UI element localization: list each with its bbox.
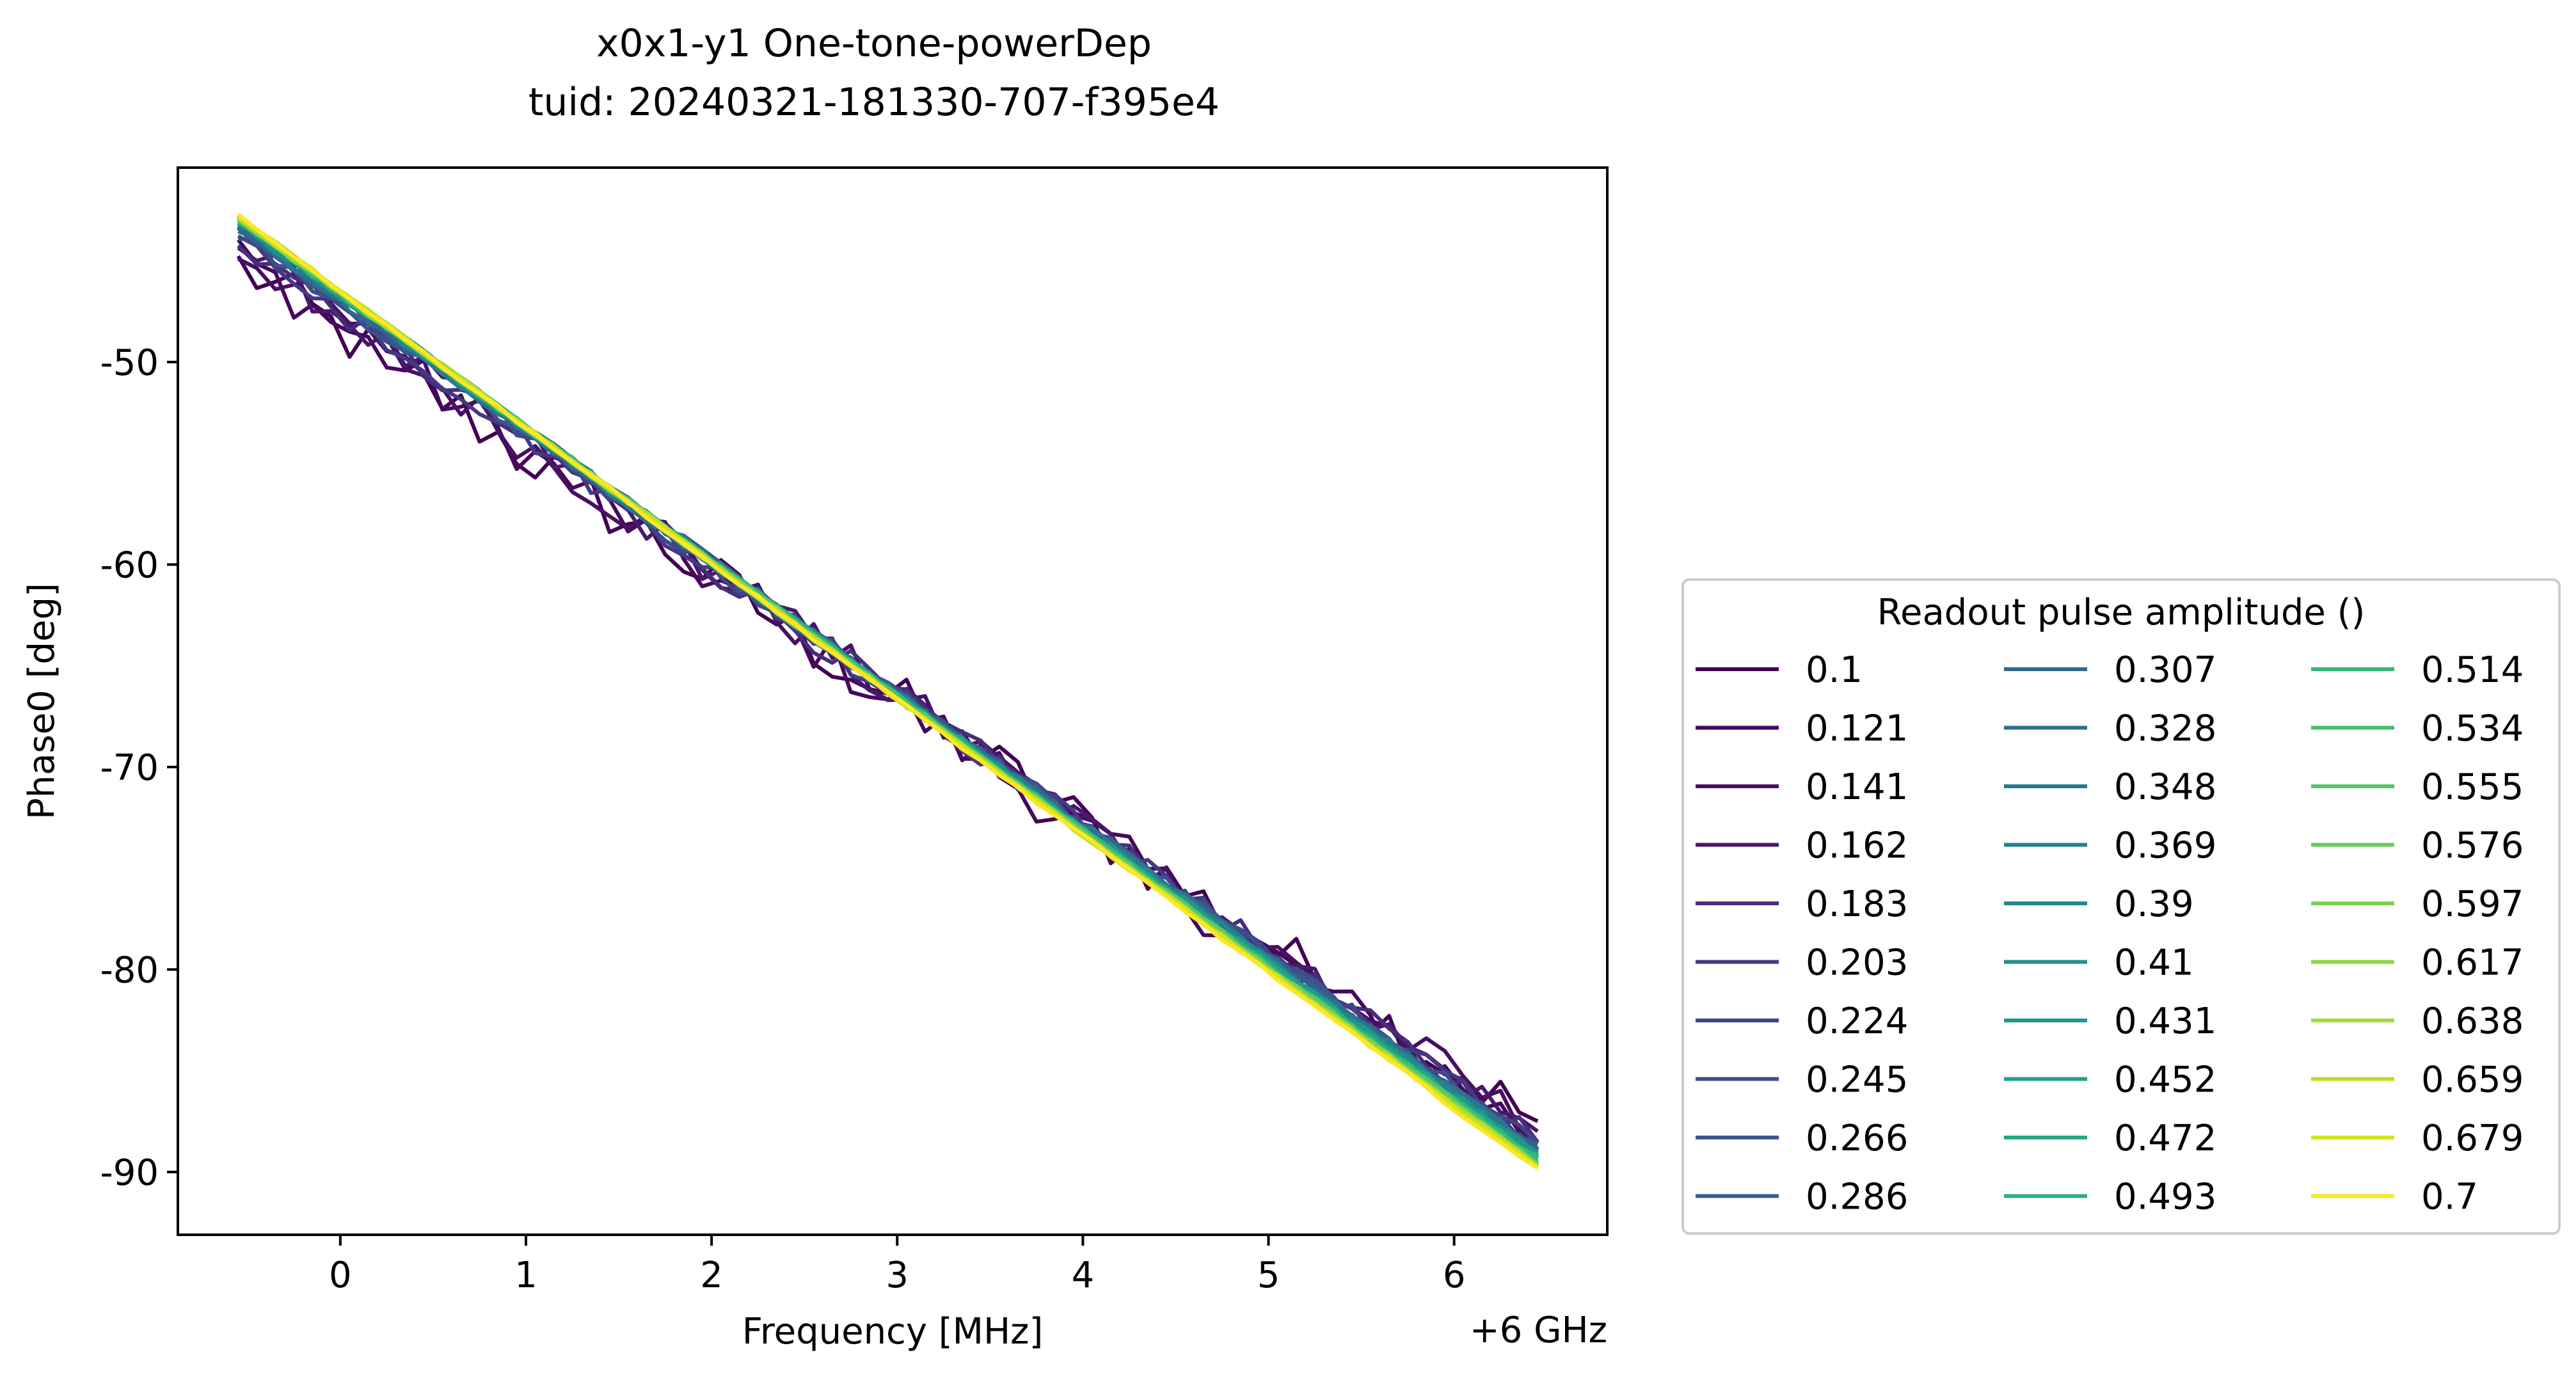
- x-tick-label: 0: [329, 1255, 352, 1296]
- legend-label: 0.597: [2421, 884, 2524, 925]
- x-axis-offset-label: +6 GHz: [1470, 1310, 1607, 1351]
- legend-label: 0.245: [1806, 1059, 1908, 1101]
- y-tick-label: -50: [100, 342, 159, 384]
- chart-title: x0x1-y1 One-tone-powerDep: [596, 21, 1152, 66]
- legend-label: 0.39: [2114, 884, 2194, 925]
- legend-label: 0.141: [1806, 766, 1908, 808]
- x-tick-label: 6: [1443, 1255, 1466, 1296]
- legend-label: 0.679: [2421, 1118, 2524, 1159]
- y-tick-label: -60: [100, 544, 159, 586]
- legend-label: 0.224: [1806, 1001, 1908, 1042]
- legend-label: 0.431: [2114, 1001, 2216, 1042]
- legend-label: 0.638: [2421, 1001, 2524, 1042]
- legend-entries: 0.1 0.121 0.141 0.162 0.183 0.203 0.224 0.245 0.…: [1696, 649, 2524, 1218]
- chart-subtitle: tuid: 20240321-181330-707-f395e4: [529, 80, 1220, 125]
- legend-label: 0.452: [2114, 1059, 2216, 1101]
- y-tick-label: -70: [100, 747, 159, 789]
- legend-label: 0.7: [2421, 1177, 2478, 1218]
- x-tick-label: 2: [700, 1255, 723, 1296]
- legend-label: 0.307: [2114, 649, 2216, 691]
- y-axis-label: Phase0 [deg]: [21, 583, 63, 820]
- x-tick-label: 5: [1257, 1255, 1280, 1296]
- legend-label: 0.286: [1806, 1177, 1908, 1218]
- legend-label: 0.266: [1806, 1118, 1908, 1159]
- legend-label: 0.162: [1806, 825, 1908, 867]
- x-tick-label: 4: [1072, 1255, 1095, 1296]
- legend-label: 0.1: [1806, 649, 1863, 691]
- y-tick-label: -80: [100, 949, 159, 991]
- legend-label: 0.617: [2421, 942, 2524, 984]
- legend-label: 0.659: [2421, 1059, 2524, 1101]
- legend-title: Readout pulse amplitude (): [1877, 592, 2365, 633]
- legend-label: 0.41: [2114, 942, 2194, 984]
- legend-label: 0.203: [1806, 942, 1908, 984]
- legend-label: 0.576: [2421, 825, 2524, 867]
- legend-label: 0.348: [2114, 766, 2216, 808]
- legend-label: 0.493: [2114, 1177, 2216, 1218]
- x-tick-label: 3: [886, 1255, 909, 1296]
- legend-box: [1682, 578, 2561, 1235]
- series-lines: [236, 212, 1539, 1170]
- legend-label: 0.183: [1806, 884, 1908, 925]
- legend-label: 0.555: [2421, 766, 2524, 808]
- y-tick-label: -90: [100, 1152, 159, 1194]
- legend-label: 0.369: [2114, 825, 2216, 867]
- x-axis-label: Frequency [MHz]: [742, 1311, 1044, 1352]
- legend-label: 0.534: [2421, 708, 2524, 750]
- y-axis-ticks: -50 -60 -70 -80 -90: [100, 342, 178, 1194]
- legend-label: 0.328: [2114, 708, 2216, 750]
- legend-label: 0.472: [2114, 1118, 2216, 1159]
- series-line-0.7: [237, 212, 1539, 1170]
- x-tick-label: 1: [514, 1255, 537, 1296]
- legend-label: 0.121: [1806, 708, 1908, 750]
- legend: Readout pulse amplitude () 0.1 0.121 0.141…: [1682, 578, 2561, 1235]
- legend-label: 0.514: [2421, 649, 2524, 691]
- x-axis-ticks: 0 1 2 3 4 5 6: [329, 1235, 1465, 1296]
